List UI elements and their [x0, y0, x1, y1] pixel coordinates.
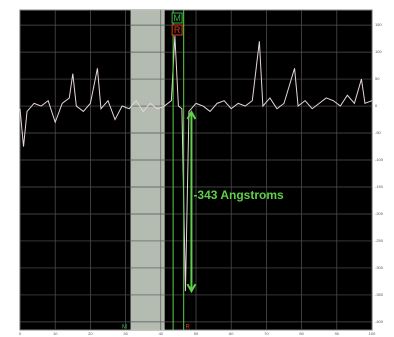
arrow-head [186, 110, 197, 120]
x-tick-label: 50 [194, 331, 199, 336]
y-tick-label: -100 [375, 157, 384, 162]
y-tick-label: -150 [375, 184, 384, 189]
x-tick-label: 40 [159, 331, 164, 336]
y-tick-label: -400 [375, 319, 384, 324]
x-tick-label: 0 [19, 331, 22, 336]
cursor-box [171, 12, 183, 24]
cursor-label: M [173, 13, 181, 23]
arrow-head [186, 283, 197, 294]
y-tick-label: 100 [375, 49, 382, 54]
y-tick-label: -300 [375, 265, 384, 270]
y-tick-label: -50 [375, 130, 382, 135]
y-tick-label: -350 [375, 292, 384, 297]
x-tick-label: 60 [229, 331, 234, 336]
y-tick-label: 50 [375, 76, 380, 81]
x-tick-label: 80 [299, 331, 304, 336]
y-tick-label: 0 [375, 103, 378, 108]
measure-label: -343 Angstroms [193, 188, 284, 202]
x-tick-label: 10 [53, 331, 58, 336]
x-tick-label: 70 [264, 331, 269, 336]
cursor-foot: R [186, 325, 191, 331]
y-tick-label: -200 [375, 211, 384, 216]
highlight-region [130, 10, 165, 330]
y-tick-label: 150 [375, 22, 382, 27]
cursor-label: R [174, 25, 181, 35]
x-tick-label: 90 [335, 331, 340, 336]
x-tick-label: 30 [123, 331, 128, 336]
x-tick-label: 20 [88, 331, 93, 336]
x-tick-label: 100 [369, 331, 376, 336]
profile-line [19, 35, 373, 292]
y-tick-label: -250 [375, 238, 384, 243]
cursor-box [171, 24, 183, 36]
cursor-foot: M [122, 325, 127, 331]
